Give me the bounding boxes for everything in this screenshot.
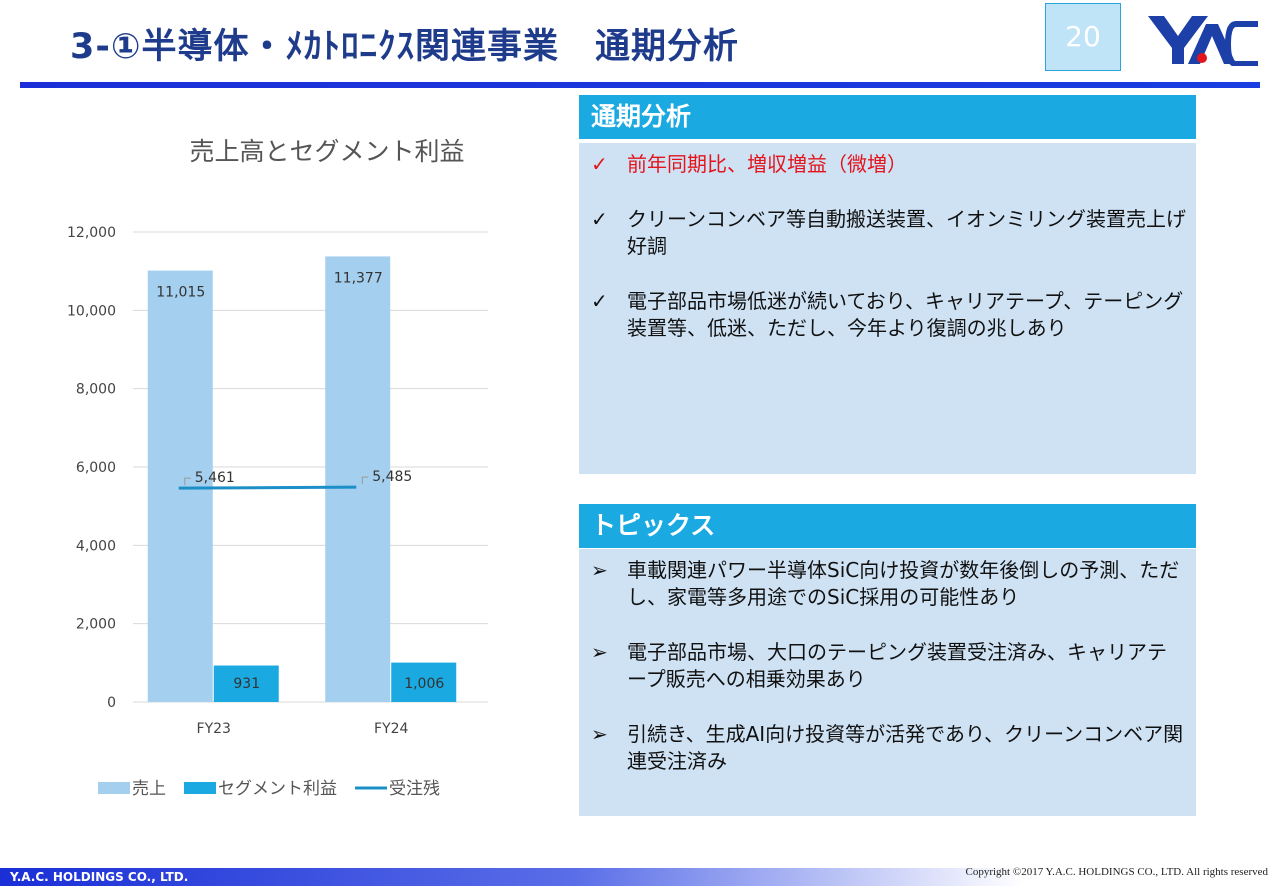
bar — [325, 256, 391, 702]
logo — [1148, 16, 1258, 66]
y-tick-label: 6,000 — [76, 460, 116, 476]
y-tick-label: 8,000 — [76, 382, 116, 398]
bullet: ✓ — [591, 152, 608, 176]
topics-body: ➢ 車載関連パワー半導体SiC向け投資が数年後倒しの予測、ただし、家電等多用途での… — [579, 549, 1196, 816]
bullet-item: ✓ 電子部品市場低迷が続いており、キャリアテープ、テーピング装置等、低迷、ただし、… — [591, 288, 1186, 342]
data-label: 5,461 — [195, 470, 235, 486]
copyright: Copyright ©2017 Y.A.C. HOLDINGS CO., LTD… — [965, 866, 1269, 878]
y-tick-label: 12,000 — [67, 225, 116, 241]
bullet: ➢ — [591, 640, 608, 664]
topics-header: トピックス — [579, 504, 1196, 548]
page-number: 20 — [1045, 3, 1121, 71]
chart-title: 売上高とセグメント利益 — [189, 137, 464, 166]
bullet-text: 車載関連パワー半導体SiC向け投資が数年後倒しの予測、ただし、家電等多用途でのS… — [627, 558, 1180, 609]
footer-company: Y.A.C. HOLDINGS CO., LTD. — [10, 870, 189, 884]
bar — [391, 662, 457, 702]
analysis-body: ✓ 前年同期比、増収増益（微増） ✓ クリーンコンベア等自動搬送装置、イオンミリング装… — [579, 143, 1196, 474]
slide-title: 3-①半導体・ﾒｶﾄﾛﾆｸｽ関連事業 通期分析 — [70, 27, 740, 67]
legend-swatch — [98, 782, 130, 794]
bullet-text: 前年同期比、増収増益（微増） — [627, 152, 907, 176]
y-tick-label: 10,000 — [67, 303, 116, 319]
bullet-item: ➢ 車載関連パワー半導体SiC向け投資が数年後倒しの予測、ただし、家電等多用途での… — [591, 557, 1186, 611]
legend-label: 売上 — [132, 779, 166, 799]
data-label: 11,015 — [156, 285, 205, 301]
analysis-header: 通期分析 — [579, 95, 1196, 139]
y-tick-label: 2,000 — [76, 617, 116, 633]
bullet-text: クリーンコンベア等自動搬送装置、イオンミリング装置売上げ好調 — [627, 207, 1186, 258]
bullet-item: ✓ 前年同期比、増収増益（微増） — [591, 151, 1186, 178]
legend-label: セグメント利益 — [218, 779, 337, 799]
bar — [213, 665, 279, 702]
data-label: 1,006 — [404, 676, 444, 692]
x-tick-label: FY23 — [197, 721, 231, 737]
y-tick-label: 4,000 — [76, 538, 116, 554]
x-tick-label: FY24 — [374, 721, 409, 737]
data-label: 5,485 — [372, 469, 412, 485]
data-label: 931 — [233, 676, 260, 692]
bullet: ✓ — [591, 289, 608, 313]
bullet: ✓ — [591, 207, 608, 231]
label-leader — [361, 476, 369, 485]
label-leader — [184, 477, 191, 486]
bullet-text: 電子部品市場低迷が続いており、キャリアテープ、テーピング装置等、低迷、ただし、今… — [627, 289, 1184, 340]
bullet-item: ➢ 引続き、生成AI向け投資等が活発であり、クリーンコンベア関連受注済み — [591, 721, 1186, 775]
bullet: ➢ — [591, 722, 608, 746]
bullet-item: ✓ クリーンコンベア等自動搬送装置、イオンミリング装置売上げ好調 — [591, 206, 1186, 260]
bar — [147, 270, 213, 702]
title-rule — [20, 82, 1260, 88]
bullet-text: 電子部品市場、大口のテーピング装置受注済み、キャリアテープ販売への相乗効果あり — [627, 640, 1167, 691]
data-label: 11,377 — [334, 270, 383, 286]
legend-swatch — [184, 782, 216, 794]
chart: 売上高とセグメント利益 0 2,000 4,000 6,000 8,000 10,000 1… — [67, 137, 488, 799]
bullet-text: 引続き、生成AI向け投資等が活発であり、クリーンコンベア関連受注済み — [627, 722, 1184, 773]
bullet: ➢ — [591, 558, 608, 582]
footer-bar — [0, 868, 1280, 886]
bullet-item: ➢ 電子部品市場、大口のテーピング装置受注済み、キャリアテープ販売への相乗効果あり — [591, 639, 1186, 693]
line — [178, 485, 357, 490]
legend-label: 受注残 — [389, 779, 440, 799]
y-tick-label: 0 — [107, 695, 116, 711]
